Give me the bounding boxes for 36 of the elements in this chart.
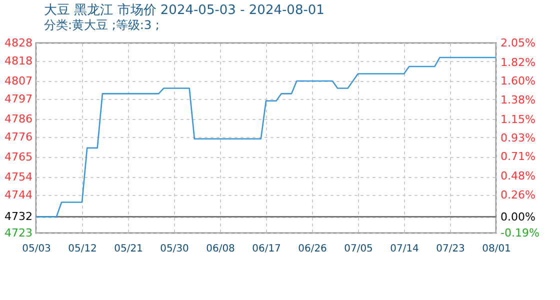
x-tick-label: 07/14 <box>390 244 419 254</box>
y-tick-label: 4807 <box>4 74 32 88</box>
y2-tick-label: 0.71% <box>500 150 536 164</box>
x-tick-label: 08/01 <box>482 244 511 254</box>
y2-tick-label: 1.38% <box>500 93 536 106</box>
y2-tick-label: 1.82% <box>500 56 536 70</box>
y2-tick-label: 0.00% <box>500 210 536 224</box>
y2-tick-label: -0.19% <box>500 226 540 240</box>
y-tick-label: 4828 <box>4 36 32 50</box>
y2-tick-label: 2.05% <box>500 36 536 50</box>
x-tick-label: 05/12 <box>68 244 97 254</box>
y2-tick-label: 1.60% <box>500 74 536 88</box>
y2-tick-label: 0.93% <box>500 132 536 144</box>
chart-title: 大豆 黑龙江 市场价 2024-05-03 - 2024-08-01 <box>44 3 324 18</box>
line-series <box>35 56 497 218</box>
y-tick-label: 4786 <box>4 112 32 126</box>
y2-tick-label: 0.26% <box>500 188 536 202</box>
y-tick-label: 4765 <box>4 150 32 164</box>
y-tick-label: 4744 <box>4 188 32 202</box>
y-tick-label: 4776 <box>4 130 32 144</box>
x-tick-label: 07/05 <box>344 244 373 254</box>
x-tick-label: 05/21 <box>114 244 143 254</box>
y2-tick-label: 0.48% <box>500 170 536 183</box>
y-tick-label: 4818 <box>4 54 32 68</box>
x-tick-label: 06/26 <box>298 244 327 254</box>
x-tick-label: 06/08 <box>206 244 235 254</box>
y-tick-label: 4732 <box>4 210 32 224</box>
x-tick-label: 05/03 <box>22 244 51 254</box>
y2-tick-label: 1.15% <box>500 112 536 126</box>
x-tick-label: 06/17 <box>252 244 281 254</box>
y-tick-label: 4723 <box>4 226 32 240</box>
y-tick-label: 4797 <box>4 92 32 106</box>
y-tick-label: 4754 <box>4 170 32 184</box>
x-tick-label: 07/23 <box>436 244 465 254</box>
x-tick-label: 05/30 <box>160 244 189 254</box>
chart-subtitle: 分类:黄大豆 ;等级:3 ; <box>44 18 160 32</box>
